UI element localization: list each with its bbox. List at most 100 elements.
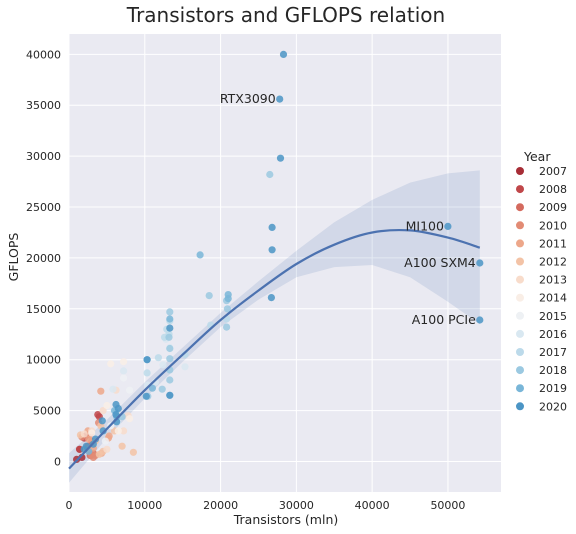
legend-entry: 2018 <box>539 364 567 377</box>
y-tick-label: 35000 <box>26 99 61 112</box>
data-point-2020 <box>268 223 276 231</box>
data-point-2016 <box>109 385 117 393</box>
data-point-2015 <box>120 374 128 382</box>
data-point-2014 <box>107 360 115 368</box>
x-tick-label: 10000 <box>127 499 162 512</box>
data-point-2014 <box>103 401 111 410</box>
data-point-2020 <box>444 222 452 230</box>
y-tick-labels: 0 5000 10000 15000 20000 25000 30000 35000 40000 <box>26 48 61 468</box>
chart-title: Transistors and GFLOPS relation <box>126 3 445 27</box>
legend-marker <box>516 167 524 175</box>
data-point-2011 <box>85 435 93 443</box>
data-point-2018 <box>166 376 174 384</box>
data-point-2018 <box>166 344 174 353</box>
legend-marker <box>516 275 524 284</box>
legend-marker <box>516 384 524 393</box>
fit-line <box>68 228 481 470</box>
legend-entry: 2009 <box>539 201 567 214</box>
data-point-2018 <box>205 292 213 300</box>
data-point-2019 <box>196 251 204 259</box>
legend-entry: 2011 <box>539 237 567 250</box>
data-point-2017 <box>154 354 162 362</box>
data-point-2018 <box>166 355 174 363</box>
legend-marker <box>516 185 524 194</box>
data-point-2018 <box>165 333 173 341</box>
data-point-2020 <box>142 392 150 400</box>
data-point-2014 <box>126 415 134 423</box>
data-point-2020 <box>166 324 174 332</box>
legend-marker <box>516 348 524 356</box>
data-point-2019 <box>224 295 232 303</box>
legend-entry: 2014 <box>539 292 567 305</box>
x-tick-label: 20000 <box>203 499 238 512</box>
annotation-label: A100 PCIe <box>412 312 476 327</box>
legend-entry: 2020 <box>539 400 567 413</box>
data-point-2017 <box>143 369 151 377</box>
y-axis-label: GFLOPS <box>6 233 21 282</box>
annotations: RTX3090 MI100 A100 SXM4 A100 PCIe <box>220 91 476 327</box>
legend-marker <box>516 329 524 338</box>
data-point-2016 <box>181 363 189 371</box>
data-point-2013 <box>120 427 128 435</box>
x-tick-labels: 0 10000 20000 30000 40000 50000 <box>66 499 466 512</box>
legend-title: Year <box>523 149 551 164</box>
y-tick-label: 40000 <box>26 48 61 61</box>
annotation-label: RTX3090 <box>220 91 276 106</box>
annotation-label: MI100 <box>406 218 444 233</box>
data-point-2012 <box>95 450 103 458</box>
legend-marker <box>516 366 524 375</box>
data-point-2011 <box>97 387 105 395</box>
data-point-2014 <box>120 358 128 366</box>
data-point-2020 <box>267 294 275 302</box>
x-tick-label: 0 <box>66 499 73 512</box>
data-point-2020 <box>476 259 484 267</box>
y-tick-label: 10000 <box>26 354 61 367</box>
annotation-label: A100 SXM4 <box>404 255 476 270</box>
data-point-2020 <box>276 154 285 162</box>
x-axis-label: Transistors (mln) <box>233 512 339 527</box>
y-tick-label: 25000 <box>26 201 61 214</box>
legend-entry: 2015 <box>539 310 567 323</box>
legend: Year 2007 2008 2009 2010 2011 2012 2013 2014 201… <box>516 149 567 413</box>
data-point-2014 <box>114 427 122 435</box>
legend-entry: 2017 <box>539 346 567 359</box>
legend-entry: 2012 <box>539 256 567 269</box>
data-point-2011 <box>105 432 113 440</box>
legend-marker <box>516 221 524 230</box>
legend-entry: 2013 <box>539 274 567 287</box>
regression-line <box>68 228 481 470</box>
legend-marker <box>516 239 524 248</box>
data-point-2020 <box>166 391 174 399</box>
data-point-2012 <box>118 442 126 450</box>
confidence-band-area <box>69 170 480 483</box>
data-point-2020 <box>99 427 107 435</box>
data-point-2020 <box>114 404 122 413</box>
data-point-2014 <box>88 429 96 437</box>
x-tick-label: 40000 <box>355 499 390 512</box>
legend-marker <box>516 402 524 411</box>
data-point-2020 <box>276 95 284 103</box>
data-point-2018 <box>223 305 231 313</box>
y-tick-label: 5000 <box>33 405 61 418</box>
x-tick-label: 30000 <box>279 499 314 512</box>
data-point-2016 <box>120 367 128 375</box>
confidence-band <box>69 170 480 483</box>
legend-entry: 2016 <box>539 328 567 341</box>
data-point-2020 <box>143 356 151 364</box>
data-point-2019 <box>166 315 174 323</box>
data-point-2020 <box>279 50 288 59</box>
legend-marker <box>516 311 524 320</box>
data-point-2013 <box>103 445 111 453</box>
data-point-2015 <box>126 386 134 394</box>
data-point-2016 <box>159 361 167 369</box>
legend-entry: 2007 <box>539 165 567 178</box>
legend-marker <box>516 203 524 212</box>
data-point-2019 <box>148 384 156 392</box>
legend-entry: 2019 <box>539 382 567 395</box>
legend-entry: 2010 <box>539 219 567 232</box>
legend-entry: 2008 <box>539 183 567 196</box>
y-tick-label: 0 <box>54 455 61 468</box>
data-point-2018 <box>223 323 231 331</box>
y-tick-label: 20000 <box>26 252 61 265</box>
